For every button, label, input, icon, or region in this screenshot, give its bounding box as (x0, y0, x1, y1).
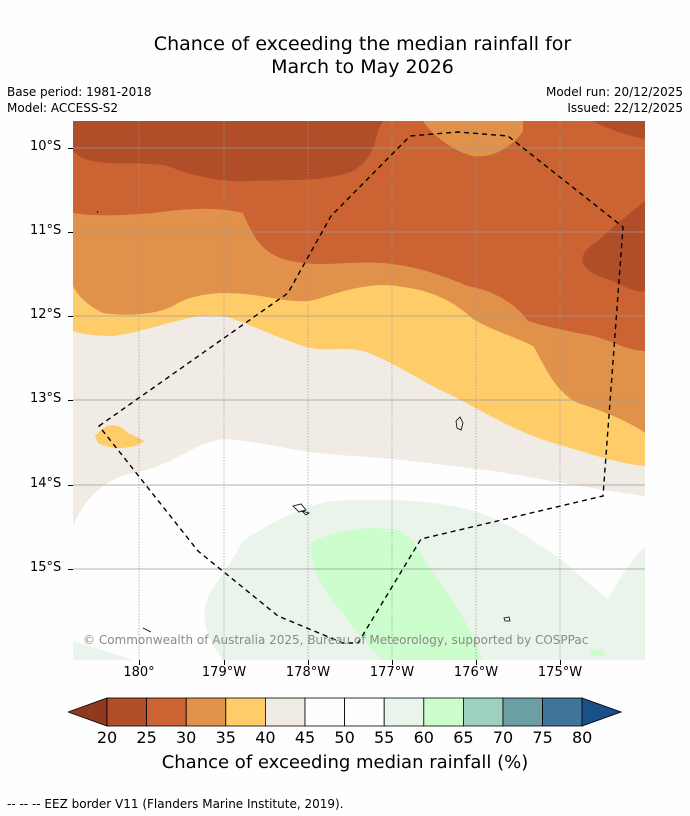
model-name: Model: ACCESS-S2 (7, 101, 119, 115)
colorbar-cell (462, 697, 504, 727)
lat-tick (68, 569, 73, 570)
colorbar-tick-label: 60 (413, 728, 434, 747)
colorbar-cell (423, 697, 464, 727)
lon-tick (560, 660, 561, 665)
model-run: Model run: 20/12/2025 (545, 85, 683, 99)
colorbar-cell (225, 697, 266, 727)
lon-tick (308, 660, 309, 665)
colorbar-tick-label: 20 (96, 728, 118, 747)
colorbar-cell (383, 697, 425, 727)
band-20-25-north (73, 121, 383, 182)
lat-tick (68, 485, 73, 486)
colorbar-cell (185, 697, 227, 727)
colorbar-title: Chance of exceeding median rainfall (%) (161, 752, 529, 773)
map-title-line2: March to May 2026 (271, 56, 454, 78)
colorbar-tick-label: 65 (453, 728, 474, 747)
colorbar-tick-label: 35 (215, 728, 236, 747)
lon-label-176w: 176°W (453, 665, 499, 680)
colorbar-tick-label: 40 (255, 728, 276, 747)
lat-label-12s: 12°S (30, 307, 62, 322)
colorbar (68, 697, 622, 727)
colorbar-tick-label: 50 (334, 728, 355, 747)
lon-tick (139, 660, 140, 665)
colorbar-tick-label: 80 (572, 728, 593, 747)
lon-label-177w: 177°W (369, 665, 415, 680)
lat-tick (68, 148, 73, 149)
eez-border-legend: -- -- -- EEZ border V11 (Flanders Marine… (7, 797, 344, 811)
colorbar-cell (106, 697, 147, 727)
lon-label-179w: 179°W (201, 665, 247, 680)
colorbar-tick-label: 25 (136, 728, 157, 747)
colorbar-tick-label: 75 (532, 728, 553, 747)
island-outlines (96, 210, 511, 633)
lat-label-13s: 13°S (30, 391, 62, 406)
lat-label-11s: 11°S (30, 223, 62, 238)
lat-tick (68, 400, 73, 401)
colorbar-cell (542, 697, 583, 727)
lon-tick (224, 660, 225, 665)
colorbar-under-arrow (68, 697, 108, 727)
colorbar-cell (304, 697, 345, 727)
lon-label-178w: 178°W (285, 665, 331, 680)
colorbar-cell (344, 697, 385, 727)
colorbar-cell (264, 697, 306, 727)
colorbar-cell (146, 697, 187, 727)
issued-date: Issued: 22/12/2025 (567, 101, 683, 115)
lat-tick (68, 232, 73, 233)
colorbar-tick-label: 70 (492, 728, 514, 747)
colorbar-tick-label: 30 (176, 728, 197, 747)
colorbar-tick-label: 45 (294, 728, 316, 747)
lon-tick (476, 660, 477, 665)
lat-label-14s: 14°S (30, 476, 62, 491)
base-period: Base period: 1981-2018 (7, 85, 152, 99)
band-35-40-west-island (95, 425, 145, 449)
copyright-notice: © Commonwealth of Australia 2025, Bureau… (83, 633, 589, 647)
lon-label-180: 180° (123, 665, 155, 680)
colorbar-cells (106, 697, 583, 727)
colorbar-over-arrow (581, 697, 622, 727)
band-55-60-southwest (73, 641, 133, 660)
lat-label-10s: 10°S (30, 139, 62, 154)
island-patch (589, 649, 605, 656)
colorbar-cell (502, 697, 543, 727)
rainfall-map: © Commonwealth of Australia 2025, Bureau… (73, 121, 645, 660)
map-title-line1: Chance of exceeding the median rainfall … (153, 33, 572, 55)
band-35-40-pocket (423, 121, 523, 157)
lon-tick (392, 660, 393, 665)
lat-tick (68, 316, 73, 317)
grid-lines (73, 147, 645, 570)
band-60-65 (310, 528, 483, 660)
lon-label-175w: 175°W (537, 665, 583, 680)
band-20-25-northeast (593, 121, 645, 139)
eez-border (97, 131, 624, 644)
band-20-25-east (582, 201, 645, 292)
lat-label-15s: 15°S (30, 560, 62, 575)
colorbar-tick-label: 55 (374, 728, 395, 747)
